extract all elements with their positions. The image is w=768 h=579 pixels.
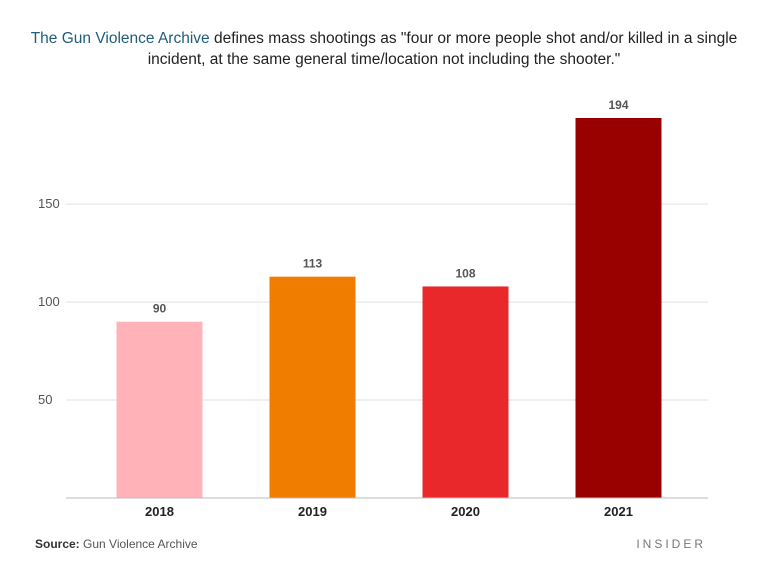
x-tick-label-2019: 2019 (298, 504, 327, 519)
chart-subtitle: The Gun Violence Archive defines mass sh… (20, 28, 748, 70)
bar-2018 (116, 321, 203, 498)
source-text: Gun Violence Archive (79, 537, 198, 551)
data-label-2019: 113 (303, 257, 323, 271)
insider-logo: INSIDER (636, 537, 706, 551)
bar-2019 (269, 276, 356, 498)
subtitle-text: defines mass shootings as "four or more … (147, 30, 738, 68)
y-tick-label: 50 (38, 392, 52, 407)
x-tick-label-2018: 2018 (145, 504, 174, 519)
y-tick-label: 150 (38, 196, 60, 211)
data-label-2018: 90 (153, 302, 167, 316)
data-label-2021: 194 (608, 98, 628, 112)
y-tick-label: 100 (38, 294, 60, 309)
x-tick-label-2021: 2021 (604, 504, 633, 519)
source-label: Source: (35, 537, 80, 551)
bar-2020 (422, 286, 509, 498)
x-tick-label-2020: 2020 (451, 504, 480, 519)
bars: 90 2018 113 2019 108 2020 194 2021 (116, 98, 662, 519)
subtitle-highlight: The Gun Violence Archive (30, 30, 210, 47)
data-label-2020: 108 (455, 266, 475, 280)
bar-2021 (575, 118, 662, 498)
source-note: Source: Gun Violence Archive (35, 537, 198, 551)
